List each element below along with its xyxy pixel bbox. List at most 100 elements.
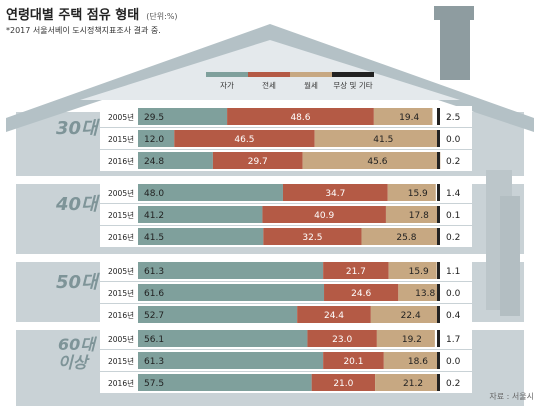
bar-segment <box>387 184 436 201</box>
value-label: 18.6 <box>408 357 428 367</box>
bar-segment <box>138 108 228 125</box>
bar-segment <box>370 306 439 323</box>
bar-segment <box>375 374 440 391</box>
bar-segment <box>227 108 374 125</box>
bar-segment <box>437 284 440 301</box>
bar-segment <box>263 228 362 245</box>
legend-swatch <box>248 72 290 77</box>
source-note: *2017 서울서베이 도시정책지표조사 결과 중. <box>6 26 161 35</box>
title-block: 연령대별 주택 점유 형태 (단위:%) *2017 서울서베이 도시정책지표조… <box>6 4 178 36</box>
year-label: 2005년 <box>108 188 134 198</box>
bar-segment <box>388 262 437 279</box>
chart-title: 연령대별 주택 점유 형태 <box>6 8 140 23</box>
value-label: 0.0 <box>446 357 461 367</box>
value-label: 61.6 <box>144 289 164 299</box>
bar-segment <box>282 184 388 201</box>
value-label: 46.5 <box>234 135 254 145</box>
bar-segment <box>302 152 441 169</box>
value-label: 1.4 <box>446 189 461 199</box>
bar-segment <box>437 262 440 279</box>
value-label: 40.9 <box>314 211 334 221</box>
value-label: 2.5 <box>446 113 460 123</box>
value-label: 24.6 <box>351 289 371 299</box>
bar-segment <box>437 306 440 323</box>
bar-segment <box>138 330 308 347</box>
bar-segment <box>437 108 440 125</box>
value-label: 20.1 <box>343 357 363 367</box>
value-label: 41.5 <box>144 233 164 243</box>
value-label: 48.6 <box>290 113 310 123</box>
value-label: 34.7 <box>325 189 345 199</box>
value-label: 15.9 <box>409 267 429 277</box>
bar-segment <box>437 152 440 169</box>
bar-segment <box>138 284 325 301</box>
bar-segment <box>138 352 324 369</box>
bar-segment <box>385 206 440 223</box>
legend-swatch <box>290 72 332 77</box>
year-label: 2015년 <box>108 134 134 144</box>
value-label: 41.2 <box>144 211 164 221</box>
band-separator <box>16 176 524 184</box>
value-label: 61.3 <box>144 357 164 367</box>
data-source: 자료 : 서울시 <box>489 392 534 401</box>
bar-segment <box>311 374 376 391</box>
year-label: 2005년 <box>108 266 134 276</box>
bar-segment <box>138 130 175 147</box>
value-label: 25.8 <box>396 233 416 243</box>
legend-label: 무상 및 기타 <box>333 80 372 90</box>
value-label: 32.5 <box>302 233 322 243</box>
value-label: 17.8 <box>409 211 429 221</box>
value-label: 29.7 <box>248 157 268 167</box>
value-label: 1.7 <box>446 335 460 345</box>
legend-label: 자가 <box>220 81 234 90</box>
value-label: 22.4 <box>401 311 421 321</box>
value-label: 0.4 <box>446 311 461 321</box>
value-label: 24.4 <box>324 311 344 321</box>
bar-segment <box>212 152 303 169</box>
year-label: 2015년 <box>108 288 134 298</box>
bar-segment <box>373 108 433 125</box>
value-label: 61.3 <box>144 267 164 277</box>
value-label: 52.7 <box>144 311 164 321</box>
age-group-label: 30대 <box>56 118 100 139</box>
value-label: 23.0 <box>332 335 352 345</box>
legend-swatch <box>206 72 248 77</box>
bar-segment <box>437 206 440 223</box>
value-label: 48.0 <box>144 189 164 199</box>
value-label: 21.7 <box>346 267 366 277</box>
year-label: 2016년 <box>108 378 134 388</box>
bar-segment <box>398 284 440 301</box>
value-label: 0.2 <box>446 379 460 389</box>
value-label: 19.2 <box>402 335 422 345</box>
value-label: 56.1 <box>144 335 164 345</box>
value-label: 0.2 <box>446 233 460 243</box>
year-label: 2005년 <box>108 112 134 122</box>
value-label: 45.6 <box>367 157 387 167</box>
value-label: 0.0 <box>446 135 461 145</box>
bar-segment <box>138 152 213 169</box>
value-label: 13.8 <box>415 289 435 299</box>
bar-segment <box>138 228 264 245</box>
chimney <box>440 18 470 80</box>
bar-segment <box>138 306 298 323</box>
value-label: 21.2 <box>403 379 423 389</box>
bar-segment <box>323 352 384 369</box>
bar-segment <box>262 206 386 223</box>
legend-swatch <box>332 72 374 77</box>
value-label: 29.5 <box>144 113 164 123</box>
value-label: 15.9 <box>408 189 428 199</box>
band-separator <box>16 254 524 262</box>
title-line: 연령대별 주택 점유 형태 (단위:%) <box>6 4 178 23</box>
year-label: 2015년 <box>108 210 134 220</box>
bar-segment <box>314 130 440 147</box>
year-label: 2016년 <box>108 156 134 166</box>
year-label: 2016년 <box>108 232 134 242</box>
value-label: 0.1 <box>446 211 460 221</box>
bar-segment <box>437 130 440 147</box>
value-label: 24.8 <box>144 157 164 167</box>
age-group-label: 40대 <box>55 194 100 215</box>
value-label: 12.0 <box>144 135 164 145</box>
bar-segment <box>437 184 440 201</box>
bar-segment <box>376 330 435 347</box>
